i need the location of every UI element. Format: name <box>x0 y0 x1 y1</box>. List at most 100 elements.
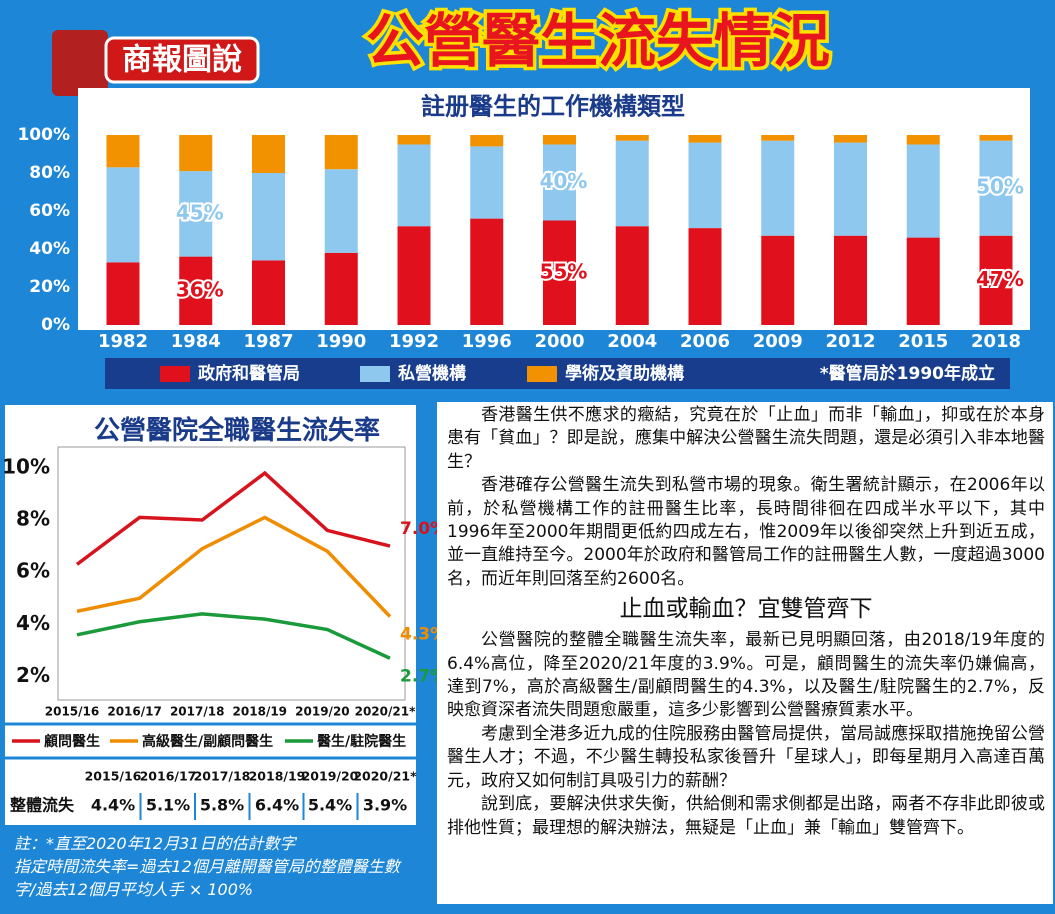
line <box>76 515 392 618</box>
x-tick-label: 1996 <box>462 331 512 352</box>
bar-segment <box>688 142 722 229</box>
legend-label: 顧問醫生 <box>44 733 100 750</box>
y-tick-label: 80% <box>29 163 70 183</box>
bar-note: *醫管局於1990年成立 <box>820 363 995 384</box>
bar-segment <box>252 260 285 325</box>
bar-segment <box>979 135 1013 141</box>
bar-segment <box>470 135 504 147</box>
x-tick-label: 2015 <box>898 331 948 352</box>
book-icon <box>52 30 108 96</box>
x-tick-label: 1984 <box>171 331 221 352</box>
paragraph: 考慮到全港多近九成的住院服務由醫管局提供，當局誠應採取措施挽留公營醫生人才；不過… <box>447 723 1045 791</box>
bar-segment <box>397 135 431 145</box>
bar-segment <box>761 235 795 325</box>
bar-segment <box>106 167 140 263</box>
x-tick-label: 2015/16 <box>45 705 99 719</box>
bar-segment <box>834 235 867 325</box>
bar-segment <box>179 256 213 325</box>
page-title: 公營醫生流失情況 <box>366 7 830 75</box>
line-chart-title: 公營醫院全職醫生流失率 <box>94 415 380 446</box>
row-label: 整體流失 <box>9 796 75 815</box>
bar-chart-title: 註册醫生的工作機構類型 <box>421 92 685 121</box>
bar-segment <box>834 142 867 236</box>
data-label: 36% <box>176 277 224 301</box>
note: 指定時間流失率=過去12個月離開醫管局的整體醫生數字/過去12個月平均人手 × … <box>14 857 400 899</box>
bar-segment <box>761 135 795 141</box>
legend-label: 政府和醫管局 <box>198 363 300 384</box>
plot-frame <box>57 446 406 701</box>
y-tick-label: 8% <box>16 507 50 531</box>
badge: 商報圖說 <box>122 43 242 78</box>
bar-segment <box>688 135 722 143</box>
badge-box <box>104 36 260 84</box>
section-heading: 止血或輸血？宜雙管齊下 <box>619 596 873 623</box>
y-tick-label: 60% <box>29 201 70 221</box>
bar-segment <box>106 262 140 325</box>
bar-segment <box>179 171 213 257</box>
table-header: 2019/20 <box>302 769 359 784</box>
data-label: 4.3% <box>400 625 447 645</box>
table-cell: 5.1% <box>146 796 190 815</box>
bar-legend-band <box>105 358 1010 389</box>
y-tick-label: 100% <box>17 125 70 145</box>
x-tick-label: 2004 <box>607 331 657 352</box>
notes: 註：*直至2020年12月31日的估計數字指定時間流失率=過去12個月離開醫管局… <box>14 832 419 901</box>
bar-segment <box>979 140 1013 236</box>
table-header: 2017/18 <box>194 769 251 784</box>
bar-segment <box>906 144 940 238</box>
bar-segment <box>324 135 358 170</box>
paragraph: 香港確存公營醫生流失到私營市場的現象。衛生署統計顯示，在2006年以前，於私營機… <box>447 475 1045 589</box>
legend-swatch <box>360 366 390 382</box>
table-cell: 3.9% <box>363 796 407 815</box>
bar-segment <box>906 135 940 145</box>
y-tick-label: 10% <box>2 454 50 478</box>
paragraph: 香港醫生供不應求的癥結，究竟在於「止血」而非「輸血」，抑或在於本身患有「貧血」？… <box>447 405 1045 472</box>
table-cell: 5.4% <box>308 796 352 815</box>
bar-segment <box>252 173 285 261</box>
bar-segment <box>543 135 576 145</box>
bar-segment <box>179 135 213 172</box>
legend-label: 私營機構 <box>398 363 466 384</box>
x-tick-label: 2009 <box>753 331 803 352</box>
x-tick-label: 2019/20 <box>295 705 349 719</box>
line <box>75 470 391 566</box>
x-tick-label: 2006 <box>680 331 730 352</box>
bar-segment <box>397 144 431 227</box>
x-tick-label: 2020/21* <box>355 705 416 719</box>
data-label: 50% <box>976 175 1024 199</box>
table-cell: 5.8% <box>200 796 244 815</box>
bar-segment <box>324 252 358 325</box>
bar-segment <box>470 146 504 219</box>
bar-segment <box>906 237 940 325</box>
bar-segment <box>615 135 649 141</box>
data-label: 2.7% <box>400 666 447 686</box>
bar-segment <box>252 135 285 173</box>
paragraph: 公營醫院的整體全職醫生流失率，最新已見明顯回落，由2018/19年度的6.4%高… <box>447 630 1045 721</box>
line <box>76 612 391 660</box>
data-label: 40% <box>540 169 588 193</box>
data-label: 45% <box>176 200 224 224</box>
article: 香港醫生供不應求的癥結，究竟在於「止血」而非「輸血」，抑或在於本身患有「貧血」？… <box>437 402 1053 904</box>
bar-segment <box>106 135 140 168</box>
legend-label: 醫生/駐院醫生 <box>317 733 406 750</box>
bar-segment <box>543 144 576 221</box>
x-tick-label: 2017/18 <box>170 705 224 719</box>
legend-label: 學術及資助機構 <box>565 363 684 384</box>
note: 註：*直至2020年12月31日的估計數字 <box>14 834 296 853</box>
y-tick-label: 2% <box>16 663 50 687</box>
table-header: 2020/21* <box>353 769 417 784</box>
data-label: 47% <box>976 267 1024 291</box>
data-label: 55% <box>540 259 588 283</box>
bar-segment <box>615 226 649 325</box>
legend-swatch <box>527 366 557 382</box>
bar-segment <box>397 226 431 325</box>
table-cell: 4.4% <box>91 796 135 815</box>
x-tick-label: 2012 <box>825 331 875 352</box>
x-tick-label: 2018/19 <box>233 705 287 719</box>
legend-swatch <box>160 366 190 382</box>
y-tick-label: 40% <box>29 239 70 259</box>
x-tick-label: 1992 <box>389 331 439 352</box>
legend-label: 高級醫生/副顧問醫生 <box>142 733 273 750</box>
